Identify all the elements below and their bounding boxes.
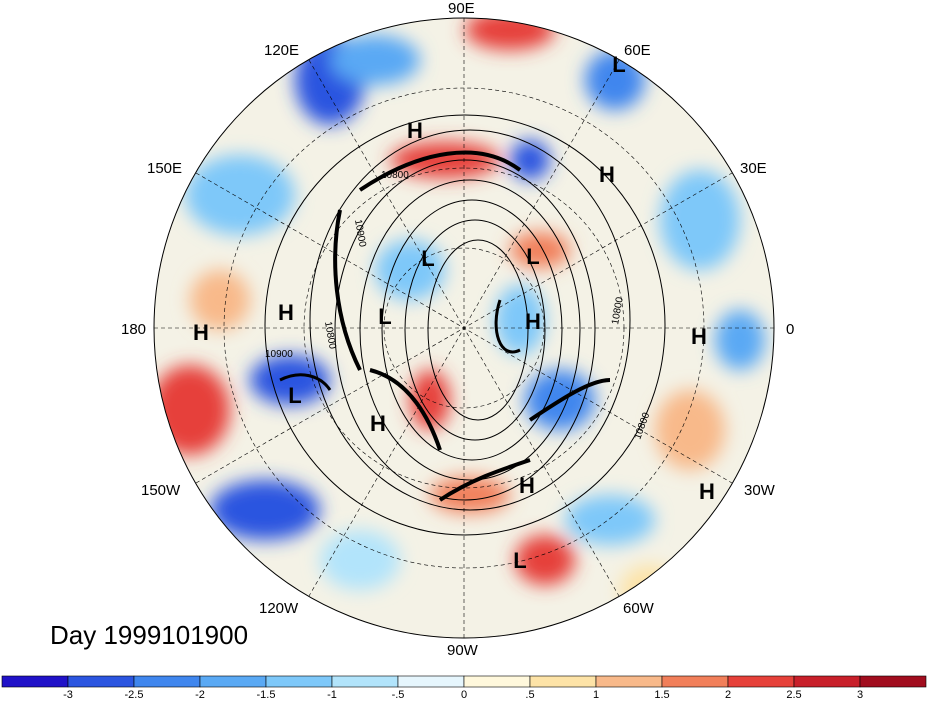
colorbar-tick-label: 1: [592, 689, 600, 701]
contour-label: 10900: [352, 219, 368, 249]
contour-label: 10800: [322, 321, 338, 351]
longitude-label-90w: 90W: [447, 642, 478, 659]
longitude-label-60w: 60W: [623, 600, 654, 617]
colorbar-swatch: [463, 675, 531, 688]
colorbar-swatch: [397, 675, 465, 688]
longitude-label-120w: 120W: [259, 600, 299, 617]
colorbar-tick-label: 2.5: [786, 689, 802, 701]
colorbar-swatch: [265, 675, 333, 688]
high-center-label: H: [599, 162, 615, 187]
longitude-label-150w: 150W: [141, 482, 181, 499]
high-center-label: H: [278, 300, 294, 325]
longitude-label-120e: 120E: [264, 42, 300, 59]
colorbar-swatch: [793, 675, 861, 688]
longitude-label-0: 0: [786, 321, 795, 338]
high-center-label: H: [691, 324, 707, 349]
colorbar-swatch: [727, 675, 795, 688]
low-center-label: L: [612, 52, 625, 77]
height-contours: [264, 114, 666, 536]
longitude-label-30w: 30W: [744, 482, 775, 499]
longitude-label-60e: 60E: [624, 42, 651, 59]
contour-label: 10800: [381, 170, 409, 181]
high-center-label: H: [407, 118, 423, 143]
graticule: [154, 18, 774, 638]
low-center-label: L: [526, 244, 539, 269]
low-center-label: L: [378, 304, 391, 329]
contour-label: 10900: [265, 349, 293, 360]
colorbar-swatch: [859, 675, 927, 688]
colorbar-tick-label: .5: [525, 689, 535, 701]
colorbar-swatch: [661, 675, 729, 688]
colorbar-tick-label: -2.5: [124, 689, 144, 701]
pressure-centers: L H H L L H L H H H L H H H L: [193, 52, 715, 573]
low-center-label: L: [421, 246, 434, 271]
low-center-label: L: [288, 383, 301, 408]
colorbar-swatch: [67, 675, 135, 688]
high-center-label: H: [370, 411, 386, 436]
colorbar-tick-label: -1: [327, 689, 337, 701]
colorbar-tick-label: 2: [724, 689, 732, 701]
colorbar-swatch: [595, 675, 663, 688]
colorbar-tick-label: -2: [195, 689, 205, 701]
colorbar-tick-label: -1.5: [256, 689, 276, 701]
colorbar: [1, 675, 927, 688]
high-center-label: H: [193, 320, 209, 345]
longitude-label-90e: 90E: [448, 0, 475, 17]
colorbar-swatch: [199, 675, 267, 688]
colorbar-swatch: [331, 675, 399, 688]
high-center-label: H: [699, 479, 715, 504]
colorbar-swatch: [1, 675, 69, 688]
low-center-label: L: [513, 548, 526, 573]
colorbar-tick-label: 1.5: [654, 689, 670, 701]
colorbar-swatch: [133, 675, 201, 688]
contour-label: 10800: [610, 296, 626, 326]
colorbar-tick-label: -3: [63, 689, 73, 701]
longitude-label-180: 180: [121, 321, 147, 338]
colorbar-tick-label: 0: [460, 689, 468, 701]
map-boundary: [153, 17, 775, 639]
colorbar-tick-label: -.5: [391, 689, 405, 701]
colorbar-tick-label: 3: [856, 689, 864, 701]
high-center-label: H: [525, 309, 541, 334]
colorbar-swatch: [529, 675, 597, 688]
date-label: Day 1999101900: [50, 620, 249, 650]
longitude-label-30e: 30E: [740, 160, 767, 177]
high-center-label: H: [519, 473, 535, 498]
longitude-label-150e: 150E: [147, 160, 183, 177]
